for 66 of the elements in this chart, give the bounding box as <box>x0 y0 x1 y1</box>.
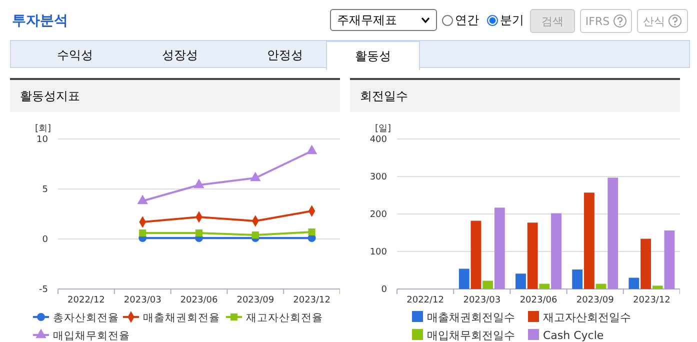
chart-title: 회전일수 <box>350 80 680 112</box>
text: 연간 <box>455 12 479 29</box>
legend-label: 재고자산회전일수 <box>543 311 631 324</box>
y-axis-title: [회] <box>35 124 52 134</box>
bar <box>572 270 583 289</box>
legend-label: 매입채무회전율 <box>53 330 130 342</box>
x-tick-label: 2023/06 <box>520 295 558 306</box>
bar <box>584 192 594 289</box>
text: 수익성 <box>56 46 94 64</box>
y-tick-label: 0 <box>381 284 388 295</box>
y-tick-label: -5 <box>39 284 48 295</box>
bar <box>608 178 618 289</box>
y-tick-label: 200 <box>370 210 388 220</box>
y-axis-title: [일] <box>375 124 392 134</box>
text: 안정성 <box>266 46 304 64</box>
x-tick-label: 2022/12 <box>406 295 444 306</box>
y-tick-label: 5 <box>42 184 48 195</box>
bar <box>652 286 663 289</box>
y-tick-label: 0 <box>42 234 48 245</box>
bar <box>482 280 494 289</box>
point <box>139 229 146 237</box>
y-tick-label: 400 <box>370 134 388 145</box>
bar <box>458 268 470 289</box>
text: 산식 <box>643 14 665 28</box>
y-tick-label: 300 <box>370 172 388 182</box>
bar <box>516 274 526 289</box>
text: IFRS <box>585 14 610 28</box>
x-tick-label: 2023/03 <box>463 295 501 306</box>
bar <box>596 284 606 289</box>
bar <box>628 278 640 289</box>
x-tick-label: 2023/09 <box>576 295 614 306</box>
legend-label: 총자산회전율 <box>53 312 119 324</box>
text: 검색 <box>530 9 575 33</box>
bar <box>664 230 675 289</box>
x-tick-label: 2023/09 <box>236 295 274 306</box>
legend-label: 매출채권회전율 <box>143 312 220 324</box>
bar <box>527 222 538 289</box>
chart-title: 활동성지표 <box>10 80 340 112</box>
bar <box>640 238 651 289</box>
point <box>308 228 316 236</box>
bar <box>539 284 550 289</box>
point <box>252 231 259 239</box>
text: 성장성 <box>161 46 199 64</box>
point <box>194 178 204 188</box>
bar <box>494 208 505 289</box>
point <box>137 194 148 204</box>
text: 활동성 <box>326 41 420 70</box>
legend-label: 매입채무회전일수 <box>427 329 515 342</box>
text: 투자분석 <box>12 12 68 30</box>
x-tick-label: 2023/03 <box>124 295 162 306</box>
point <box>195 229 203 237</box>
x-tick-label: 2023/06 <box>180 295 218 306</box>
y-tick-label: 100 <box>370 247 388 258</box>
x-tick-label: 2022/12 <box>68 295 105 306</box>
point <box>250 172 261 182</box>
point <box>306 144 318 154</box>
bar <box>551 213 562 289</box>
bar <box>470 220 482 289</box>
x-tick-label: 2023/12 <box>633 295 670 306</box>
legend-label: 매출채권회전일수 <box>427 311 515 324</box>
text: 분기 <box>500 12 524 29</box>
y-tick-label: 10 <box>36 134 48 145</box>
legend-label: 재고자산회전율 <box>246 312 323 324</box>
x-tick-label: 2023/12 <box>293 295 330 306</box>
text: 주재무제표 <box>337 12 397 28</box>
legend-label: Cash Cycle <box>543 329 604 342</box>
